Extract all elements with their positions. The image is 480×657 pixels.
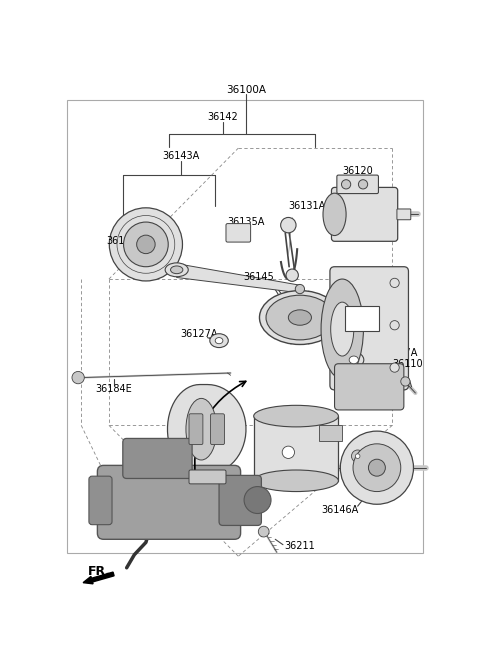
Text: 36138A: 36138A	[343, 313, 380, 323]
Ellipse shape	[210, 334, 228, 348]
Text: 36137B: 36137B	[106, 236, 144, 246]
Circle shape	[390, 279, 399, 288]
Ellipse shape	[295, 284, 304, 294]
FancyBboxPatch shape	[89, 476, 112, 525]
Ellipse shape	[353, 444, 401, 491]
Text: 36145: 36145	[243, 273, 274, 283]
Ellipse shape	[288, 310, 312, 325]
Circle shape	[258, 526, 269, 537]
FancyBboxPatch shape	[226, 223, 251, 242]
Text: 36211: 36211	[285, 541, 315, 551]
Ellipse shape	[137, 235, 155, 254]
FancyBboxPatch shape	[97, 465, 240, 539]
Ellipse shape	[170, 266, 183, 274]
FancyBboxPatch shape	[330, 267, 408, 390]
FancyBboxPatch shape	[319, 425, 342, 441]
Text: 36120: 36120	[342, 166, 373, 176]
Circle shape	[401, 377, 410, 386]
Polygon shape	[254, 416, 338, 481]
Ellipse shape	[349, 356, 359, 364]
Text: 36183: 36183	[373, 369, 404, 378]
Ellipse shape	[123, 222, 168, 267]
Ellipse shape	[109, 208, 182, 281]
Text: 36180A: 36180A	[149, 451, 186, 461]
Ellipse shape	[244, 487, 271, 514]
FancyBboxPatch shape	[219, 476, 262, 526]
Text: 36131A: 36131A	[288, 201, 325, 211]
Polygon shape	[168, 384, 246, 474]
Circle shape	[282, 446, 295, 459]
FancyBboxPatch shape	[189, 470, 226, 484]
Text: 36142: 36142	[207, 112, 238, 122]
FancyBboxPatch shape	[337, 175, 378, 194]
Text: 36146A: 36146A	[321, 505, 359, 515]
Text: 36152B: 36152B	[367, 444, 405, 454]
Ellipse shape	[340, 431, 413, 505]
Circle shape	[390, 321, 399, 330]
Text: 36127A: 36127A	[180, 329, 218, 340]
Text: 36110: 36110	[350, 309, 381, 319]
Text: 36143A: 36143A	[162, 151, 199, 161]
Text: 36110: 36110	[392, 359, 423, 369]
Text: 36135A: 36135A	[228, 217, 265, 227]
Ellipse shape	[215, 338, 223, 344]
FancyArrow shape	[83, 572, 114, 584]
Bar	[67, 101, 423, 553]
Text: 36100A: 36100A	[226, 85, 266, 95]
Ellipse shape	[266, 295, 334, 340]
Text: FR.: FR.	[88, 565, 111, 578]
Ellipse shape	[321, 279, 363, 379]
Circle shape	[355, 454, 360, 459]
FancyBboxPatch shape	[189, 414, 203, 445]
Circle shape	[286, 269, 299, 281]
FancyBboxPatch shape	[332, 187, 398, 241]
Ellipse shape	[254, 470, 338, 491]
Ellipse shape	[186, 398, 217, 460]
Circle shape	[390, 363, 399, 373]
Polygon shape	[177, 263, 300, 293]
FancyBboxPatch shape	[345, 306, 379, 330]
Text: 36184E: 36184E	[95, 384, 132, 394]
Ellipse shape	[165, 263, 188, 277]
Ellipse shape	[369, 459, 385, 476]
FancyBboxPatch shape	[123, 438, 192, 478]
Ellipse shape	[254, 405, 338, 427]
Ellipse shape	[260, 290, 340, 344]
Text: 36137A: 36137A	[381, 348, 418, 358]
FancyBboxPatch shape	[211, 414, 225, 445]
Circle shape	[359, 180, 368, 189]
FancyBboxPatch shape	[397, 209, 411, 219]
Ellipse shape	[323, 193, 346, 236]
Circle shape	[351, 450, 364, 463]
Ellipse shape	[331, 302, 354, 356]
Text: 36150: 36150	[265, 480, 296, 490]
Circle shape	[341, 180, 351, 189]
Circle shape	[72, 371, 84, 384]
FancyBboxPatch shape	[335, 364, 404, 410]
Circle shape	[281, 217, 296, 233]
Ellipse shape	[344, 352, 364, 367]
